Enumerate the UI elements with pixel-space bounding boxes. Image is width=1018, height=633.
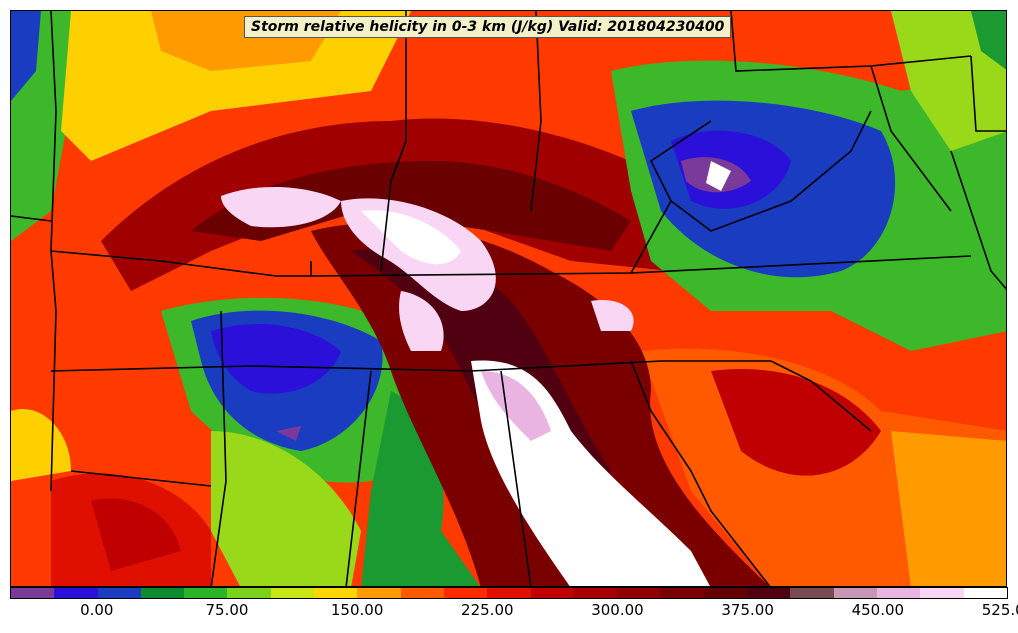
colorbar-tick-label: 300.00 [591,601,644,619]
colorbar-segment [227,588,271,598]
colorbar-segment [270,588,315,598]
colorbar-tick-label: 0.00 [80,601,114,619]
colorbar-segment [703,588,748,598]
colorbar-segment [747,588,791,598]
colorbar-tick-label: 150.00 [330,601,384,619]
colorbar-tick-label: 375.00 [721,601,774,619]
colorbar-segment [833,588,877,598]
colorbar-segment [54,588,98,598]
helicity-map [11,11,1006,586]
colorbar-segment [573,588,618,598]
colorbar [10,587,1008,599]
colorbar-segment [963,588,1007,598]
colorbar-segment [660,588,704,598]
colorbar-segment [920,588,964,598]
colorbar-tick-label: 525.00 [981,601,1018,619]
state-boundaries [11,11,1006,586]
map-title: Storm relative helicity in 0-3 km (J/kg)… [244,16,732,38]
colorbar-segment [876,588,921,598]
colorbar-segment [140,588,185,598]
colorbar-segment [617,588,661,598]
colorbar-segment [184,588,228,598]
colorbar-segment [11,588,55,598]
colorbar-segment [487,588,531,598]
colorbar-segment [443,588,488,598]
colorbar-segment [530,588,574,598]
colorbar-segment [400,588,444,598]
colorbar-tick-label: 75.00 [205,601,249,619]
map-area [10,10,1007,587]
colorbar-tick-labels: 0.00 75.00 150.00 225.00 300.00 375.00 450.00 5… [0,601,1018,625]
colorbar-tick-label: 450.00 [851,601,905,619]
colorbar-segment [357,588,401,598]
colorbar-segment [97,588,141,598]
colorbar-segment [314,588,358,598]
colorbar-segment [790,588,834,598]
colorbar-tick-label: 225.00 [461,601,514,619]
